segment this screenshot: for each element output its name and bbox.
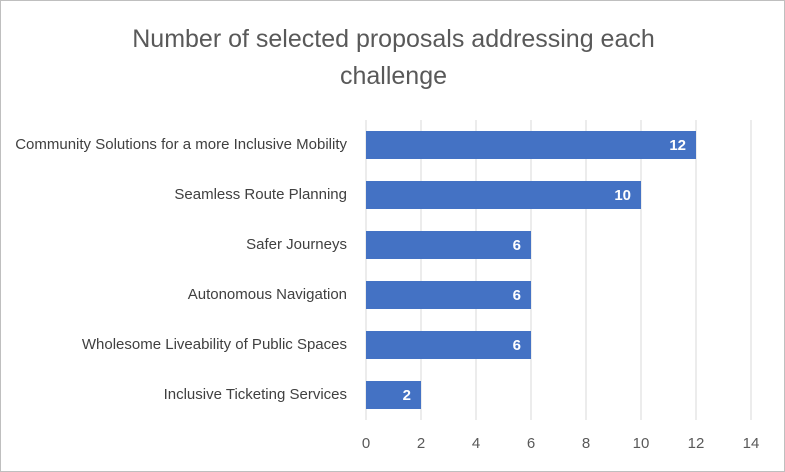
y-tick-label: Safer Journeys <box>246 236 347 253</box>
y-tick-label: Autonomous Navigation <box>187 286 347 303</box>
data-label: 2 <box>403 387 411 404</box>
bar <box>366 331 531 359</box>
x-tick-label: 4 <box>472 435 480 452</box>
x-tick-label: 2 <box>417 435 425 452</box>
y-tick-label: Community Solutions for a more Inclusive… <box>15 136 347 153</box>
x-tick-label: 6 <box>527 435 535 452</box>
bar <box>366 381 421 409</box>
data-label: 6 <box>513 287 521 304</box>
x-tick-label: 0 <box>362 435 370 452</box>
bar <box>366 281 531 309</box>
x-tick-label: 8 <box>582 435 590 452</box>
bar <box>366 131 696 159</box>
y-tick-label: Wholesome Liveability of Public Spaces <box>81 336 347 353</box>
data-label: 6 <box>513 237 521 254</box>
x-tick-label: 14 <box>743 435 760 452</box>
y-tick-label: Seamless Route Planning <box>174 186 347 203</box>
x-tick-label: 12 <box>688 435 705 452</box>
chart-title: Number of selected proposals addressing … <box>132 25 655 90</box>
data-label: 6 <box>513 337 521 354</box>
data-label: 12 <box>669 137 686 154</box>
bar <box>366 231 531 259</box>
x-tick-label: 10 <box>633 435 650 452</box>
data-label: 10 <box>614 187 631 204</box>
bar <box>366 181 641 209</box>
y-tick-label: Inclusive Ticketing Services <box>163 386 347 403</box>
